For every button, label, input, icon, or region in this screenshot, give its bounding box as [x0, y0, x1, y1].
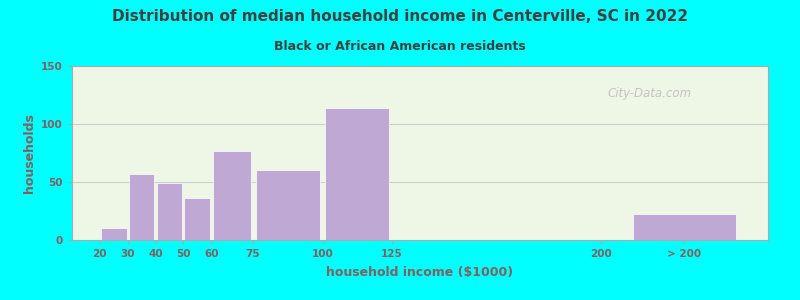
Bar	[101, 228, 126, 240]
Bar	[634, 214, 736, 240]
Text: Black or African American residents: Black or African American residents	[274, 40, 526, 53]
Y-axis label: households: households	[22, 113, 36, 193]
Bar	[157, 183, 182, 240]
Bar	[129, 174, 154, 240]
X-axis label: household income ($1000): household income ($1000)	[326, 266, 514, 279]
Bar	[256, 170, 320, 240]
Bar	[213, 151, 251, 240]
Bar	[185, 198, 210, 240]
Text: Distribution of median household income in Centerville, SC in 2022: Distribution of median household income …	[112, 9, 688, 24]
Bar	[326, 108, 390, 240]
Text: City-Data.com: City-Data.com	[608, 87, 692, 100]
